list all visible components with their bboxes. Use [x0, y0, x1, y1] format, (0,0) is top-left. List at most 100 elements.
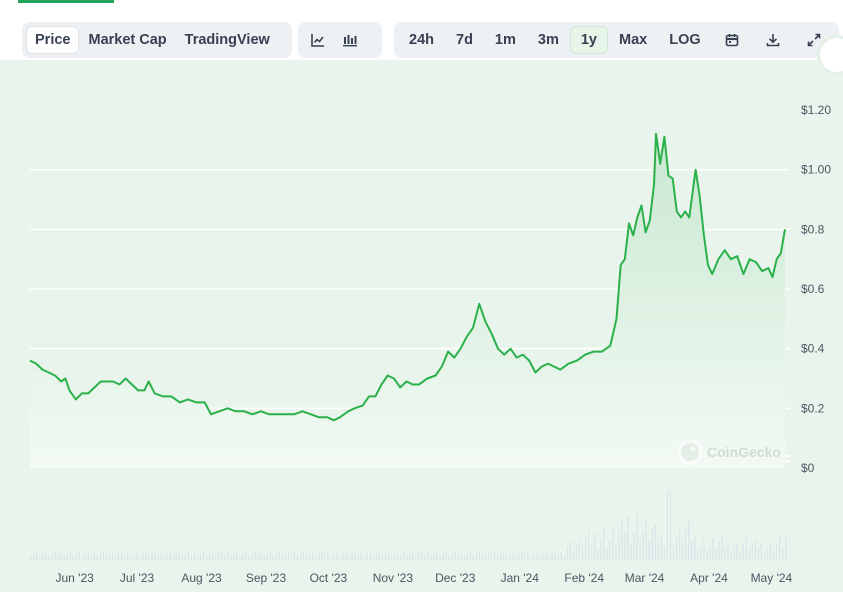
volume-bar: [396, 556, 399, 560]
volume-bar: [99, 553, 102, 560]
volume-bar: [751, 542, 753, 560]
volume-bar: [581, 544, 584, 560]
volume-bar: [748, 548, 750, 560]
x-tick-label: Nov '23: [373, 571, 414, 585]
volume-bar: [487, 550, 490, 560]
price-tab[interactable]: Price: [26, 26, 80, 54]
volume-bar: [603, 528, 605, 560]
chart-style-group: [298, 22, 382, 58]
range-24h[interactable]: 24h: [409, 32, 434, 48]
volume-bar: [81, 554, 83, 560]
volume-bar: [93, 552, 96, 560]
volume-bar: [515, 554, 517, 560]
volume-bar: [672, 546, 675, 560]
tradingview-tab[interactable]: TradingView: [184, 32, 270, 48]
volume-bar: [169, 551, 171, 560]
volume-bar: [569, 540, 572, 560]
volume-bar: [760, 542, 763, 560]
expand-icon[interactable]: [794, 26, 835, 54]
range-max[interactable]: Max: [619, 32, 648, 48]
y-tick-label: $0.6: [801, 282, 825, 296]
volume-bar: [412, 551, 414, 560]
volume-bar: [30, 556, 32, 560]
log-scale-toggle[interactable]: LOG: [669, 32, 701, 48]
volume-bar: [745, 537, 747, 560]
volume-bar: [478, 551, 481, 560]
volume-bar: [384, 552, 387, 560]
volume-bar: [275, 553, 277, 560]
range-7d[interactable]: 7d: [456, 32, 473, 48]
volume-bar: [457, 554, 459, 560]
download-icon[interactable]: [753, 26, 794, 54]
volume-bar: [660, 532, 663, 560]
volume-bar: [509, 553, 511, 560]
volume-bar: [424, 554, 426, 560]
volume-bar: [406, 555, 408, 560]
volume-bar: [766, 547, 769, 560]
x-tick-label: Jun '23: [55, 571, 94, 585]
volume-bar: [196, 556, 199, 560]
volume-bar: [551, 552, 553, 560]
volume-bar: [154, 550, 156, 560]
range-3m[interactable]: 3m: [537, 32, 559, 48]
volume-bar: [463, 556, 465, 560]
volume-bar: [266, 553, 268, 560]
x-tick-label: Feb '24: [564, 571, 604, 585]
volume-bar: [700, 546, 702, 560]
volume-bar: [193, 552, 196, 560]
market-cap-tab[interactable]: Market Cap: [88, 32, 167, 48]
volume-bar: [657, 541, 660, 560]
x-tick-label: Jul '23: [120, 571, 155, 585]
volume-bar: [263, 556, 265, 560]
volume-bar: [233, 553, 235, 560]
volume-bar: [136, 551, 138, 560]
active-tab-underline: [18, 0, 114, 3]
volume-bar: [709, 546, 711, 560]
volume-bar: [336, 551, 338, 560]
volume-bar: [739, 551, 741, 560]
volume-bar: [221, 550, 223, 560]
volume-bar: [230, 556, 232, 560]
volume-bar: [612, 529, 614, 560]
volume-bar: [536, 551, 538, 560]
volume-bar: [272, 555, 274, 560]
volume-bar: [530, 556, 532, 560]
volume-bar: [351, 552, 353, 560]
volume-bar: [597, 548, 599, 560]
volume-bar: [166, 553, 168, 560]
range-1m[interactable]: 1m: [494, 32, 516, 48]
volume-bar: [433, 553, 435, 560]
volume-bar: [645, 518, 647, 560]
volume-bar: [691, 539, 693, 560]
volume-bar: [754, 539, 757, 560]
volume-bar: [399, 553, 402, 560]
volume-bar: [527, 552, 529, 560]
candlestick-icon[interactable]: [334, 26, 366, 54]
x-tick-label: Dec '23: [435, 571, 476, 585]
volume-bar: [533, 553, 535, 560]
volume-bar: [718, 540, 720, 560]
volume-bar: [688, 521, 690, 560]
volume-bar: [175, 553, 177, 560]
volume-bar: [454, 550, 456, 560]
volume-bar: [96, 556, 99, 560]
watermark-text: CoinGecko: [707, 444, 781, 460]
volume-bar: [284, 552, 287, 560]
volume-bar: [694, 536, 696, 560]
volume-bar: [281, 554, 284, 560]
volume-bar: [87, 550, 89, 560]
volume-bar: [190, 554, 193, 560]
volume-bar: [587, 530, 590, 560]
volume-bar: [39, 555, 41, 560]
x-tick-label: Jan '24: [501, 571, 540, 585]
volume-bar: [466, 553, 468, 560]
calendar-icon[interactable]: [712, 26, 753, 54]
volume-bar: [345, 551, 347, 560]
volume-bar: [548, 554, 550, 560]
volume-bar: [293, 552, 296, 560]
volume-bar: [733, 545, 735, 560]
x-tick-label: May '24: [751, 571, 793, 585]
line-chart-icon[interactable]: [302, 26, 334, 54]
range-1y[interactable]: 1y: [569, 26, 608, 54]
